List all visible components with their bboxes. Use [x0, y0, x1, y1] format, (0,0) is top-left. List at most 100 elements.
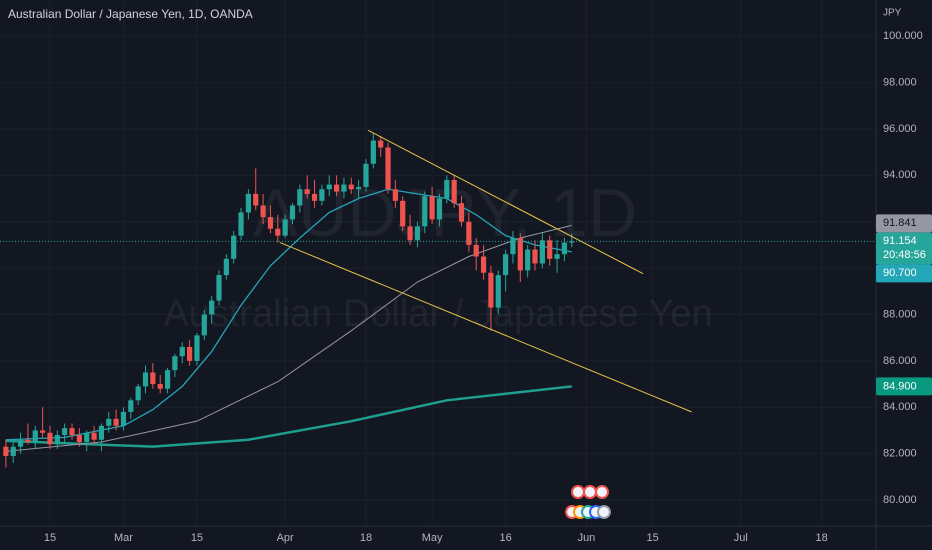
- event-icons: [565, 485, 611, 519]
- candle-body: [106, 418, 112, 426]
- candle-body: [414, 226, 421, 241]
- x-tick-label: 18: [360, 532, 372, 544]
- candle-body: [333, 184, 340, 192]
- candle-body: [569, 241, 575, 243]
- candle-body: [47, 432, 53, 445]
- last-price-label: 91.154: [883, 235, 917, 247]
- y-tick-label: 94.000: [883, 169, 917, 181]
- event-icon[interactable]: [571, 485, 585, 499]
- candle-body: [172, 356, 178, 371]
- candle-body: [201, 314, 207, 336]
- x-tick-label: Mar: [114, 532, 133, 544]
- candle-body: [525, 249, 531, 271]
- candle-body: [473, 244, 479, 257]
- trend-line: [367, 129, 644, 275]
- candle-body: [407, 226, 413, 241]
- candle-body: [17, 439, 24, 447]
- candle-body: [238, 212, 244, 236]
- y-tick-label: 98.000: [883, 76, 917, 88]
- candle-body: [128, 400, 134, 412]
- candle-body: [311, 193, 318, 201]
- candle-body: [157, 384, 163, 389]
- candle-body: [400, 200, 406, 227]
- candle-body: [458, 203, 465, 222]
- candle-body: [436, 198, 443, 220]
- candle-body: [231, 235, 237, 259]
- y-tick-label: 82.000: [883, 448, 917, 460]
- price-badge-label: 84.900: [883, 380, 917, 392]
- candle-body: [120, 411, 127, 426]
- candle-body: [561, 242, 568, 255]
- candle-body: [3, 446, 9, 456]
- candle-body: [429, 196, 435, 220]
- candle-body: [253, 193, 259, 206]
- candle-body: [267, 217, 274, 229]
- event-icon[interactable]: [583, 485, 597, 499]
- candle-body: [223, 258, 229, 276]
- x-tick-label: Apr: [277, 532, 294, 544]
- candle-body: [62, 428, 68, 436]
- candle-body: [444, 179, 450, 199]
- moving-average: [5, 385, 572, 448]
- candle-body: [422, 196, 428, 227]
- candle-body: [275, 228, 281, 236]
- candle-body: [341, 184, 347, 192]
- candle-body: [194, 335, 200, 361]
- candle-body: [179, 346, 185, 357]
- candle-body: [517, 237, 523, 271]
- x-tick-label: Jun: [578, 532, 596, 544]
- candle-body: [532, 249, 538, 264]
- candle-body: [76, 435, 82, 443]
- candle-body: [392, 189, 398, 201]
- y-tick-label: 86.000: [883, 355, 917, 367]
- y-tick-label: 100.000: [883, 30, 923, 42]
- candle-body: [216, 275, 222, 301]
- price-badge-label: 90.700: [883, 267, 917, 279]
- candle-body: [319, 189, 325, 201]
- chart-title: Australian Dollar / Japanese Yen, 1D, OA…: [8, 7, 253, 21]
- candle-body: [135, 386, 141, 401]
- candle-body: [363, 163, 369, 187]
- axes: 80.00082.00084.00086.00088.00090.00092.0…: [44, 30, 932, 544]
- candle-body: [40, 430, 46, 433]
- candle-body: [356, 186, 362, 190]
- candle-body: [348, 184, 354, 190]
- x-tick-label: 16: [499, 532, 511, 544]
- plot: [0, 129, 876, 468]
- candle-body: [510, 237, 516, 255]
- price-badge: [876, 264, 932, 283]
- price-badge-label: 91.841: [883, 217, 917, 229]
- candle-body: [289, 205, 296, 220]
- candle-body: [245, 193, 251, 213]
- candle-body: [10, 446, 16, 456]
- countdown-label: 20:48:56: [883, 249, 926, 261]
- candle-body: [385, 147, 391, 190]
- candle-body: [466, 221, 472, 245]
- x-tick-label: 15: [191, 532, 203, 544]
- x-tick-label: 15: [646, 532, 658, 544]
- candle-body: [187, 346, 193, 361]
- candle-body: [503, 254, 509, 276]
- candle-body: [326, 184, 332, 190]
- candle-body: [480, 256, 487, 273]
- x-tick-label: 18: [815, 532, 827, 544]
- candle-body: [488, 272, 494, 308]
- last-price-badge: [876, 232, 932, 265]
- event-icon[interactable]: [595, 485, 609, 499]
- watermark-description: Australian Dollar / Japanese Yen: [163, 293, 712, 335]
- y-tick-label: 88.000: [883, 308, 917, 320]
- price-badge: [876, 214, 932, 233]
- candle-body: [91, 432, 97, 440]
- candle-body: [54, 435, 60, 445]
- candle-body: [539, 240, 545, 264]
- candle-body: [98, 425, 105, 440]
- x-tick-label: May: [422, 532, 443, 544]
- candle-body: [282, 219, 288, 236]
- trend-line: [279, 242, 692, 413]
- price-badge: [876, 377, 932, 396]
- currency-label: JPY: [883, 8, 902, 19]
- event-icon[interactable]: [597, 505, 611, 519]
- candle-body: [370, 140, 376, 164]
- grid: [0, 0, 876, 526]
